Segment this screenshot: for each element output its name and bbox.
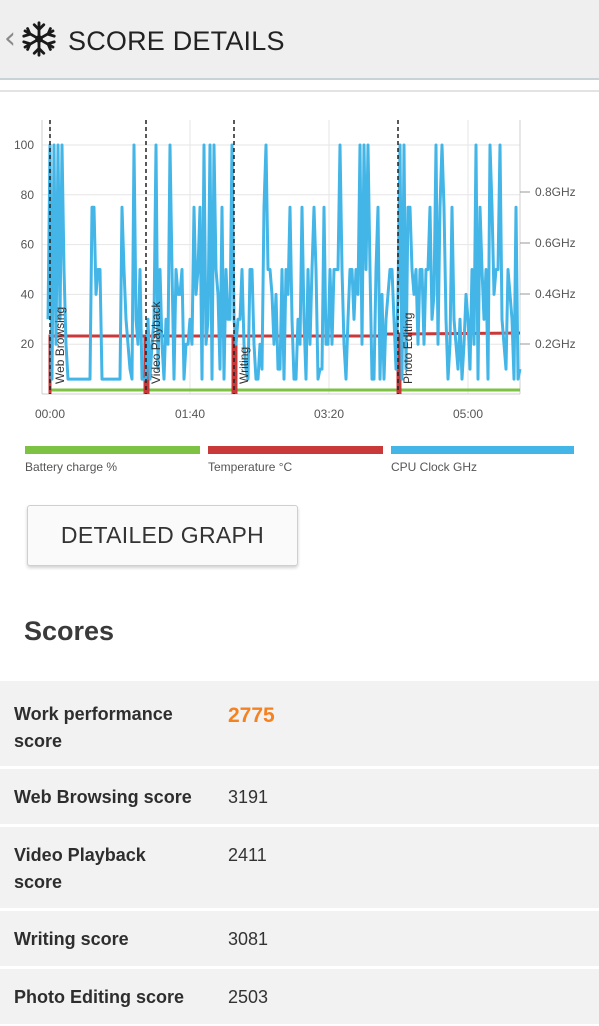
score-value: 2411 — [228, 845, 267, 865]
y-right-tick-label: 0.6GHz — [535, 236, 576, 250]
detailed-graph-button[interactable]: DETAILED GRAPH — [27, 505, 298, 566]
segment-label: Photo Editing — [401, 313, 415, 384]
back-chevron-icon[interactable]: ‹ — [4, 21, 16, 56]
score-value: 2775 — [228, 704, 275, 727]
segment-label: Web Browsing — [53, 307, 67, 384]
score-row-work-performance: Work performance score 2775 — [0, 678, 599, 766]
y-left-tick-label: 20 — [21, 337, 35, 351]
segment-label: Video Playback — [149, 301, 163, 385]
legend-cpu-clock-label: CPU Clock GHz — [391, 460, 478, 474]
y-left-tick-label: 80 — [21, 188, 35, 202]
chart-series — [46, 143, 522, 394]
x-tick-label: 01:40 — [175, 407, 205, 421]
x-tick-label: 05:00 — [453, 407, 483, 421]
chart-axes: 100 80 60 40 20 00:00 01:40 03:20 05:00 0.8GHz 0.6… — [14, 120, 576, 421]
score-row-video-playback: Video Playback score 2411 — [0, 824, 599, 908]
y-right-tick-label: 0.4GHz — [535, 287, 576, 301]
x-tick-label: 00:00 — [35, 407, 65, 421]
legend-battery: Battery charge % — [25, 446, 200, 476]
score-value: 2503 — [228, 987, 269, 1007]
score-label: Web Browsing score — [14, 787, 192, 807]
legend-temperature-swatch — [208, 446, 383, 454]
performance-chart[interactable]: 100 80 60 40 20 00:00 01:40 03:20 05:00 0.8GHz 0.6… — [0, 96, 599, 436]
x-tick-label: 03:20 — [314, 407, 344, 421]
legend-temperature-label: Temperature °C — [208, 460, 293, 474]
score-row-web-browsing: Web Browsing score 3191 — [0, 766, 599, 824]
action-bar: ‹ SCORE DETAILS — [0, 0, 599, 80]
score-row-photo-editing: Photo Editing score 2503 — [0, 966, 599, 1024]
legend-cpu-clock: CPU Clock GHz — [391, 446, 574, 476]
y-right-tick-label: 0.8GHz — [535, 185, 576, 199]
page-title: SCORE DETAILS — [68, 26, 285, 56]
snowflake-icon[interactable] — [20, 20, 58, 58]
cpu-clock-series-line — [46, 143, 522, 381]
y-right-tick-label: 0.2GHz — [535, 337, 576, 351]
y-left-tick-label: 100 — [14, 138, 34, 152]
legend-cpu-clock-swatch — [391, 446, 574, 454]
score-label: Video Playback score — [14, 845, 146, 892]
segment-label: Writing — [237, 347, 251, 384]
scores-heading: Scores — [24, 616, 115, 646]
legend-battery-swatch — [25, 446, 200, 454]
legend-battery-label: Battery charge % — [25, 460, 118, 474]
score-label: Work performance score — [14, 704, 173, 751]
y-left-tick-label: 60 — [21, 238, 35, 252]
legend-temperature: Temperature °C — [208, 446, 383, 476]
score-value: 3081 — [228, 929, 269, 949]
score-label: Photo Editing score — [14, 987, 185, 1007]
score-row-writing: Writing score 3081 — [0, 908, 599, 966]
y-left-tick-label: 40 — [21, 287, 35, 301]
score-label: Writing score — [14, 929, 129, 949]
score-value: 3191 — [228, 787, 269, 807]
chart-segment-markers: Web Browsing Video Playback Writing Photo E… — [49, 120, 415, 394]
